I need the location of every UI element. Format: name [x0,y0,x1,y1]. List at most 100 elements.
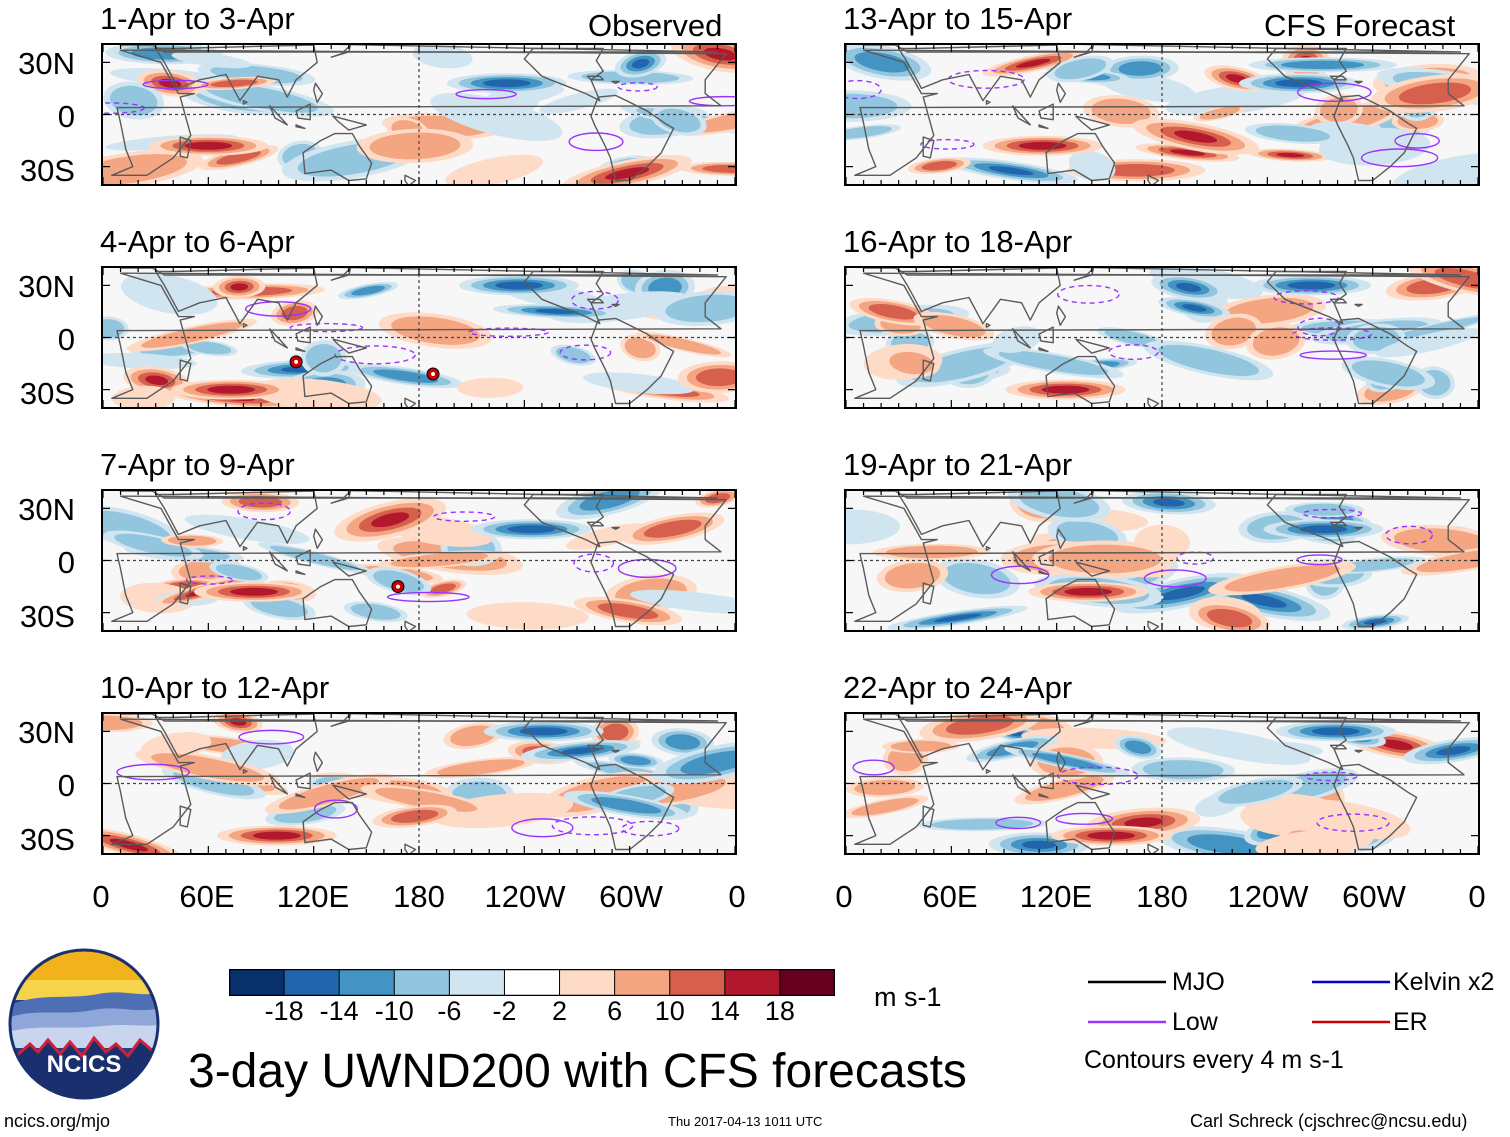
lon-tick-label: 180 [1136,879,1188,914]
lat-tick-label: 0 [57,322,75,357]
anomaly-field [846,268,1478,406]
legend-label-low: Low [1172,1008,1218,1036]
colorbar-swatch [448,969,506,996]
anomaly-field [846,45,1478,184]
low-contours [990,508,1434,588]
panel-title: 7-Apr to 9-Apr [100,447,295,482]
map-panel-6 [844,489,1480,632]
lat-tick-label: 30N [18,492,75,527]
coastlines [854,268,1470,407]
colorbar-swatch [393,969,451,996]
legend-line-mjo [1088,980,1166,984]
coastlines [854,491,1470,630]
legend-line-er [1312,1020,1390,1024]
lon-tick-label: 0 [1468,879,1486,914]
coastlines [111,268,727,407]
colorbar-tick-label: -18 [264,996,304,1026]
colorbar-swatch [283,969,341,996]
units-label: m s-1 [874,982,942,1012]
panel-title: 19-Apr to 21-Apr [843,447,1073,482]
lat-tick-label: 30N [18,46,75,81]
colorbar-swatch [229,969,286,996]
lon-tick-label: 60W [1342,879,1406,914]
panel-title: 22-Apr to 24-Apr [843,670,1073,705]
map-panel-1 [101,266,737,409]
anomaly-field [846,491,1478,630]
map-panel-3 [101,712,737,855]
tropical-cyclone-marker [426,367,440,381]
footer-author: Carl Schreck (cjschrec@ncsu.edu) [1190,1111,1468,1131]
colorbar [229,969,835,996]
lon-tick-label: 0 [835,879,853,914]
lat-tick-label: 0 [57,99,75,134]
low-contours [1057,284,1373,361]
lat-tick-label: 30S [19,153,75,188]
legend-line-low [1088,1020,1166,1024]
ncics-logo: NCICS [8,948,160,1100]
colorbar-swatch [614,969,671,996]
panel-title: 16-Apr to 18-Apr [843,224,1073,259]
map-panel-2 [101,489,737,632]
tropical-cyclone-marker [391,580,405,594]
coastlines [854,714,1470,853]
colorbar-tick-label: -2 [492,996,517,1026]
lat-tick-label: 30S [19,599,75,634]
forecast-label: CFS Forecast [1264,8,1456,43]
legend-label-mjo: MJO [1172,968,1225,996]
colorbar-tick-label: 6 [607,996,623,1026]
tropical-cyclone-marker [289,355,303,369]
colorbar-swatch [559,969,616,996]
colorbar-tick-label: 18 [764,996,795,1026]
observed-label: Observed [588,8,723,43]
coastlines [111,45,727,184]
lat-tick-label: 30S [19,376,75,411]
lat-tick-label: 30N [18,269,75,304]
panel-title: 10-Apr to 12-Apr [100,670,330,705]
lat-tick-label: 0 [57,768,75,803]
panel-title: 4-Apr to 6-Apr [100,224,295,259]
legend-label-kelvin: Kelvin x2 [1393,968,1495,996]
colorbar-tick-label: -14 [319,996,359,1026]
lon-tick-label: 120W [1227,879,1309,914]
footer-url: ncics.org/mjo [4,1111,111,1131]
lon-tick-label: 0 [728,879,746,914]
map-panel-5 [844,266,1480,409]
lon-tick-label: 60E [922,879,978,914]
lon-tick-label: 120E [1019,879,1093,914]
lon-tick-label: 180 [393,879,445,914]
panel-title: 1-Apr to 3-Apr [100,1,295,36]
panel-title: 13-Apr to 15-Apr [843,1,1073,36]
coastlines [854,45,1470,184]
legend-label-er: ER [1393,1008,1428,1036]
colorbar-swatch [724,969,781,996]
colorbar-swatch [503,969,561,996]
colorbar-swatch [779,969,835,996]
colorbar-swatch [338,969,396,996]
contour-note: Contours every 4 m s-1 [1084,1046,1344,1074]
colorbar-tick-label: 2 [552,996,568,1026]
legend-line-kelvin [1312,980,1390,984]
colorbar-tick-label: -10 [374,996,414,1026]
lon-tick-label: 120W [484,879,566,914]
lon-tick-label: 0 [92,879,110,914]
logo-text: NCICS [47,1051,122,1078]
chart-title: 3-day UWND200 with CFS forecasts [188,1045,967,1098]
colorbar-tick-label: -6 [437,996,462,1026]
lat-tick-label: 0 [57,545,75,580]
low-contours [116,729,680,838]
lon-tick-label: 60E [179,879,235,914]
coastlines [111,491,727,630]
footer-timestamp: Thu 2017-04-13 1011 UTC [668,1114,823,1129]
lat-tick-label: 30S [19,822,75,857]
lat-tick-label: 30N [18,715,75,750]
low-contours [846,69,1440,168]
lon-tick-label: 60W [599,879,663,914]
colorbar-swatch [669,969,726,996]
map-panel-4 [844,43,1480,186]
colorbar-tick-label: 10 [654,996,685,1026]
anomaly-field [846,714,1478,853]
map-panel-0 [101,43,737,186]
coastlines [111,714,727,853]
lon-tick-label: 120E [276,879,350,914]
anomaly-field [103,45,735,184]
